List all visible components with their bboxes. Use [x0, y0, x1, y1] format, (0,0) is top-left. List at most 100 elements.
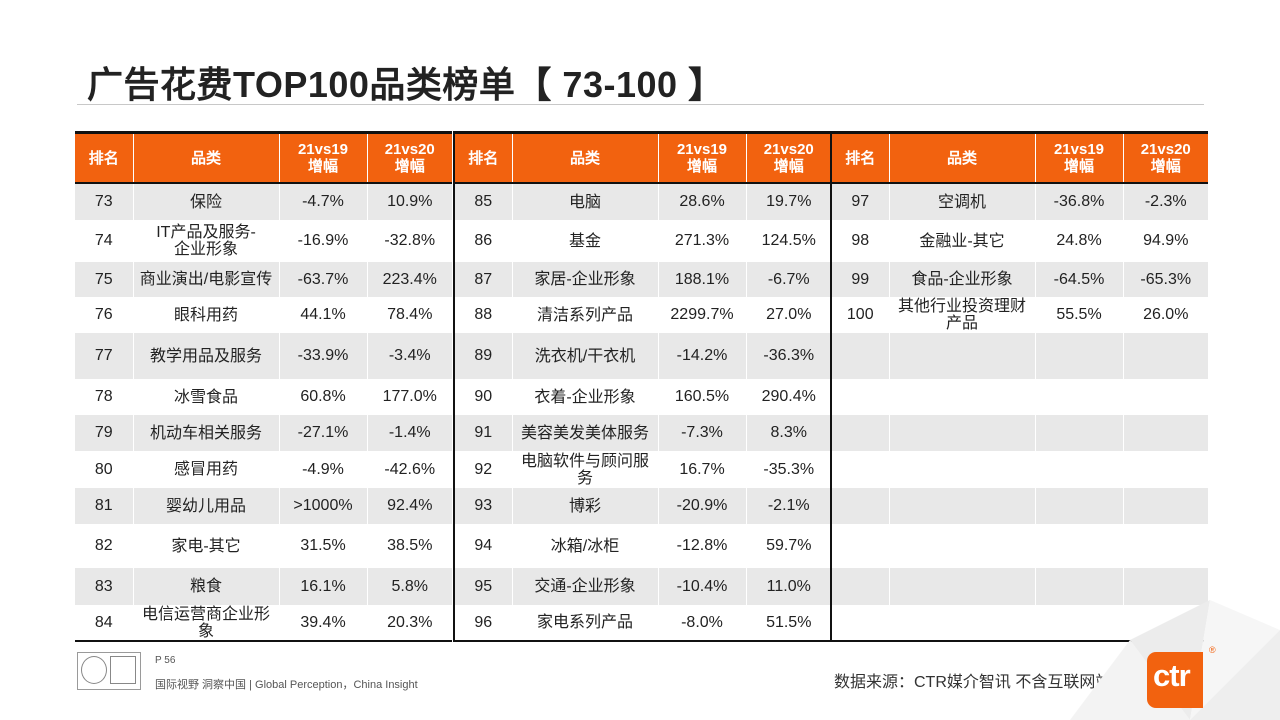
table-row: [831, 451, 1208, 488]
growth-21vs20-cell: -32.8%: [366, 220, 452, 262]
growth-21vs20-cell: [1122, 524, 1208, 568]
rank-cell: 97: [831, 183, 889, 220]
table-row: 97 空调机 -36.8% -2.3%: [831, 183, 1208, 220]
table-row: 74 IT产品及服务- 企业形象 -16.9% -32.8%: [75, 220, 452, 262]
category-cell: 保险: [132, 183, 279, 220]
growth-21vs19-cell: [1034, 451, 1123, 488]
growth-21vs19-cell: -63.7%: [278, 262, 367, 297]
growth-21vs19-cell: -8.0%: [657, 605, 746, 642]
growth-21vs19-cell: -64.5%: [1034, 262, 1123, 297]
header-21vs20: 21vs20 增幅: [366, 131, 452, 184]
table-row: 88 清洁系列产品 2299.7% 27.0%: [454, 297, 831, 333]
growth-21vs20-cell: [1122, 415, 1208, 451]
rank-cell: 74: [75, 220, 133, 262]
growth-21vs20-cell: 290.4%: [745, 379, 831, 415]
growth-21vs20-cell: 94.9%: [1122, 220, 1208, 262]
table-row: [831, 333, 1208, 379]
growth-21vs20-cell: [1122, 379, 1208, 415]
category-cell: 基金: [511, 220, 658, 262]
table-row: 95 交通-企业形象 -10.4% 11.0%: [454, 568, 831, 605]
table-row: 100 其他行业投资理财产品 55.5% 26.0%: [831, 297, 1208, 333]
rank-cell: 77: [75, 333, 133, 379]
growth-21vs19-cell: -4.7%: [278, 183, 367, 220]
growth-21vs19-cell: [1034, 379, 1123, 415]
page-number: P 56: [155, 655, 176, 666]
table-row: 89 洗衣机/干衣机 -14.2% -36.3%: [454, 333, 831, 379]
table-row: 79 机动车相关服务 -27.1% -1.4%: [75, 415, 452, 451]
category-cell: 其他行业投资理财产品: [888, 297, 1035, 333]
rank-cell: 94: [454, 524, 512, 568]
category-cell: 空调机: [888, 183, 1035, 220]
rank-cell: [831, 333, 889, 379]
growth-21vs20-cell: 10.9%: [366, 183, 452, 220]
rank-cell: 73: [75, 183, 133, 220]
growth-21vs20-cell: 27.0%: [745, 297, 831, 333]
growth-21vs19-cell: >1000%: [278, 488, 367, 524]
growth-21vs20-cell: 8.3%: [745, 415, 831, 451]
certification-logos: [77, 652, 141, 690]
table-row: 85 电脑 28.6% 19.7%: [454, 183, 831, 220]
certification-seal-icon: [81, 656, 107, 684]
rank-cell: 81: [75, 488, 133, 524]
category-cell: [888, 451, 1035, 488]
table-row: 81 婴幼儿用品 >1000% 92.4%: [75, 488, 452, 524]
rank-cell: 93: [454, 488, 512, 524]
header-21vs19: 21vs19 增幅: [278, 131, 367, 184]
growth-21vs20-cell: 20.3%: [366, 605, 452, 642]
ranking-table-1: 排名 品类 21vs19 增幅 21vs20 增幅 73 保险 -4.7% 10.9% 74…: [75, 131, 452, 642]
growth-21vs20-cell: 59.7%: [745, 524, 831, 568]
table-row: 82 家电-其它 31.5% 38.5%: [75, 524, 452, 568]
growth-21vs20-cell: 78.4%: [366, 297, 452, 333]
table-row: 99 食品-企业形象 -64.5% -65.3%: [831, 262, 1208, 297]
growth-21vs19-cell: [1034, 333, 1123, 379]
category-cell: 美容美发美体服务: [511, 415, 658, 451]
growth-21vs19-cell: 55.5%: [1034, 297, 1123, 333]
rank-cell: 100: [831, 297, 889, 333]
rank-cell: 79: [75, 415, 133, 451]
category-cell: 衣着-企业形象: [511, 379, 658, 415]
category-cell: 家电-其它: [132, 524, 279, 568]
page-title: 广告花费TOP100品类榜单【 73-100 】: [87, 64, 725, 105]
table-row: 84 电信运营商企业形象 39.4% 20.3%: [75, 605, 452, 642]
header-21vs20: 21vs20 增幅: [1122, 131, 1208, 184]
category-cell: [888, 379, 1035, 415]
growth-21vs20-cell: -2.3%: [1122, 183, 1208, 220]
header-rank: 排名: [454, 131, 512, 184]
rank-cell: 76: [75, 297, 133, 333]
growth-21vs19-cell: 31.5%: [278, 524, 367, 568]
table-row: 87 家居-企业形象 188.1% -6.7%: [454, 262, 831, 297]
rank-cell: 90: [454, 379, 512, 415]
category-cell: [888, 568, 1035, 605]
header-rank: 排名: [75, 131, 133, 184]
growth-21vs19-cell: 16.1%: [278, 568, 367, 605]
data-source-note: 数据来源：CTR媒介智讯 不含互联网站: [834, 674, 1112, 691]
growth-21vs20-cell: 177.0%: [366, 379, 452, 415]
growth-21vs20-cell: [1122, 333, 1208, 379]
category-cell: 清洁系列产品: [511, 297, 658, 333]
rank-cell: [831, 568, 889, 605]
table-row: 91 美容美发美体服务 -7.3% 8.3%: [454, 415, 831, 451]
growth-21vs20-cell: -1.4%: [366, 415, 452, 451]
table-row: 93 博彩 -20.9% -2.1%: [454, 488, 831, 524]
growth-21vs19-cell: -7.3%: [657, 415, 746, 451]
growth-21vs19-cell: 2299.7%: [657, 297, 746, 333]
category-cell: 交通-企业形象: [511, 568, 658, 605]
category-cell: 粮食: [132, 568, 279, 605]
table-row: [831, 488, 1208, 524]
registered-mark: ®: [1209, 645, 1216, 655]
table-row: 86 基金 271.3% 124.5%: [454, 220, 831, 262]
growth-21vs20-cell: [1122, 451, 1208, 488]
growth-21vs20-cell: -2.1%: [745, 488, 831, 524]
rank-cell: [831, 524, 889, 568]
growth-21vs19-cell: 160.5%: [657, 379, 746, 415]
rank-cell: 75: [75, 262, 133, 297]
category-cell: 电信运营商企业形象: [132, 605, 279, 642]
growth-21vs20-cell: [1122, 488, 1208, 524]
ranking-table-2: 排名 品类 21vs19 增幅 21vs20 增幅 85 电脑 28.6% 19.7% 86…: [453, 131, 831, 642]
table-row: 90 衣着-企业形象 160.5% 290.4%: [454, 379, 831, 415]
growth-21vs19-cell: 60.8%: [278, 379, 367, 415]
category-cell: [888, 333, 1035, 379]
growth-21vs19-cell: -36.8%: [1034, 183, 1123, 220]
growth-21vs19-cell: [1034, 568, 1123, 605]
tagline: 国际视野 洞察中国 | Global Perception，China Insi…: [155, 679, 418, 691]
